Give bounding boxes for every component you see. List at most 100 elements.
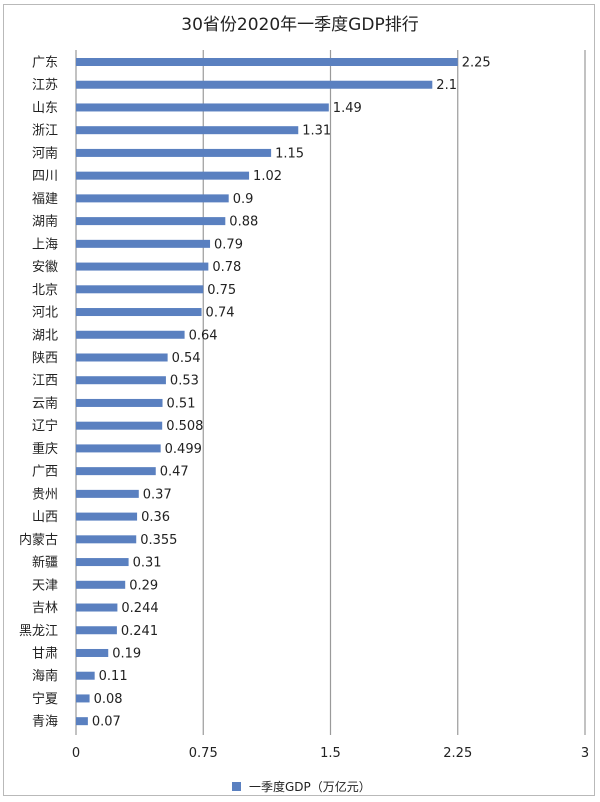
bar (76, 603, 118, 612)
bar (76, 626, 117, 635)
x-tick-label: 3 (581, 746, 589, 761)
category-label: 青海 (32, 715, 58, 730)
category-label: 湖北 (32, 328, 58, 343)
data-label: 0.508 (166, 419, 203, 434)
legend-swatch (232, 782, 241, 791)
category-label: 广西 (32, 465, 58, 480)
data-label: 1.15 (275, 146, 304, 161)
data-label: 0.75 (207, 283, 236, 298)
data-label: 0.37 (143, 487, 172, 502)
x-tick-label: 0 (72, 746, 80, 761)
legend-label: 一季度GDP（万亿元） (249, 780, 371, 794)
category-label: 安徽 (32, 260, 58, 275)
bar (76, 239, 211, 248)
data-label: 1.31 (302, 124, 331, 139)
data-label: 1.02 (253, 169, 282, 184)
data-label: 0.78 (212, 260, 241, 275)
category-label: 江苏 (32, 77, 58, 93)
bar (76, 103, 329, 112)
category-label: 上海 (32, 237, 58, 252)
category-label: 贵州 (32, 487, 58, 502)
bar (76, 58, 458, 66)
data-label: 0.08 (94, 692, 123, 707)
bar (76, 694, 90, 703)
category-label: 海南 (32, 668, 58, 684)
bar (76, 421, 163, 430)
bar (76, 671, 95, 680)
category-label: 广东 (32, 56, 58, 71)
category-label: 四川 (32, 169, 58, 184)
bar (76, 148, 272, 157)
bar (76, 285, 204, 294)
category-label: 云南 (32, 395, 58, 411)
data-label: 0.31 (133, 556, 162, 571)
data-label: 0.11 (99, 669, 128, 684)
bar (76, 194, 229, 203)
data-label: 0.29 (129, 578, 158, 593)
data-label: 0.79 (214, 237, 243, 252)
category-label: 陕西 (32, 351, 58, 366)
data-label: 0.64 (189, 328, 218, 343)
category-label: 黑龙江 (19, 624, 58, 639)
bar (76, 80, 433, 89)
data-label: 0.74 (206, 306, 235, 321)
category-label: 浙江 (32, 124, 58, 139)
bar (76, 126, 299, 135)
category-label: 山东 (32, 101, 58, 116)
data-label: 0.88 (229, 215, 258, 230)
category-label: 甘肃 (32, 646, 58, 661)
data-label: 0.355 (140, 533, 177, 548)
bar (76, 262, 209, 271)
bar (76, 648, 109, 657)
bar (76, 330, 185, 339)
data-label: 0.499 (165, 442, 202, 457)
category-label: 天津 (32, 578, 58, 593)
bar (76, 217, 226, 226)
data-label: 0.244 (121, 601, 158, 616)
bar (76, 376, 166, 385)
data-label: 2.1 (436, 78, 457, 93)
bar (76, 558, 129, 567)
category-label: 新疆 (32, 555, 58, 571)
data-label: 0.07 (92, 715, 121, 730)
category-label: 河北 (32, 306, 58, 321)
bar (76, 535, 137, 544)
category-label: 北京 (32, 283, 58, 298)
category-label: 河南 (32, 145, 58, 161)
bar (76, 353, 168, 362)
category-label: 重庆 (32, 441, 58, 457)
bar (76, 512, 138, 521)
data-label: 0.36 (141, 510, 170, 525)
bar (76, 444, 161, 453)
data-label: 0.19 (112, 646, 141, 661)
category-label: 湖南 (32, 214, 58, 230)
data-label: 1.49 (333, 101, 362, 116)
category-label: 辽宁 (32, 418, 58, 434)
data-label: 2.25 (462, 56, 491, 71)
data-label: 0.241 (121, 624, 158, 639)
category-label: 宁夏 (32, 691, 58, 707)
x-tick-label: 1.5 (320, 746, 341, 761)
category-label: 吉林 (32, 601, 58, 616)
data-label: 0.53 (170, 374, 199, 389)
category-label: 山西 (32, 510, 58, 525)
data-label: 0.51 (167, 396, 196, 411)
data-label: 0.47 (160, 465, 189, 480)
bar (76, 171, 250, 180)
bar (76, 717, 88, 726)
bar (76, 467, 156, 476)
bar (76, 580, 126, 589)
chart-legend: 一季度GDP（万亿元） (232, 778, 371, 795)
x-tick-label: 0.75 (189, 746, 218, 761)
chart-title: 30省份2020年一季度GDP排行 (181, 15, 419, 35)
x-tick-label: 2.25 (443, 746, 472, 761)
category-label: 江西 (32, 374, 58, 389)
chart-frame (3, 4, 595, 796)
category-label: 内蒙古 (19, 532, 58, 548)
bar (76, 398, 163, 407)
data-label: 0.9 (233, 192, 254, 207)
bar (76, 489, 139, 498)
bar (76, 308, 202, 317)
data-label: 0.54 (172, 351, 201, 366)
